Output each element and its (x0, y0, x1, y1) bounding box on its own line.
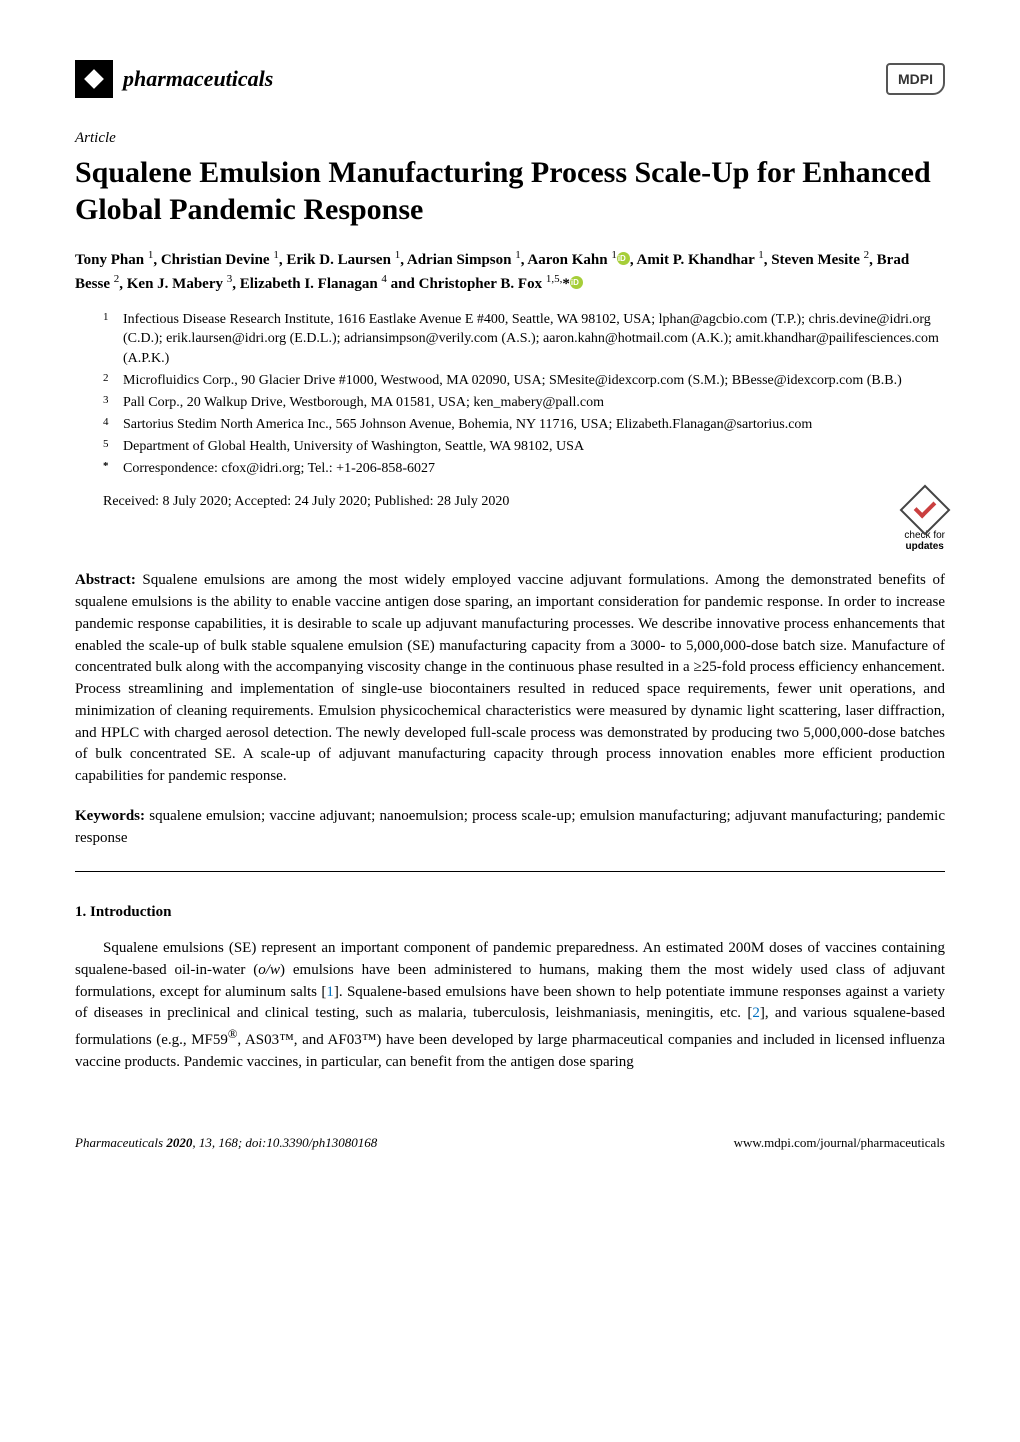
journal-name: pharmaceuticals (123, 63, 273, 95)
keywords-text: squalene emulsion; vaccine adjuvant; nan… (75, 808, 945, 846)
affiliation-row: 1Infectious Disease Research Institute, … (103, 310, 945, 369)
journal-logo: pharmaceuticals (75, 60, 273, 98)
journal-logo-icon (75, 60, 113, 98)
check-updates-icon (899, 485, 950, 536)
abstract-label: Abstract: (75, 572, 136, 588)
page-footer: Pharmaceuticals 2020, 13, 168; doi:10.33… (75, 1134, 945, 1153)
footer-left: Pharmaceuticals 2020, 13, 168; doi:10.33… (75, 1134, 377, 1153)
affiliation-row: 5Department of Global Health, University… (103, 437, 945, 457)
citation-2[interactable]: 2 (752, 1005, 760, 1021)
article-type: Article (75, 128, 945, 150)
abstract: Abstract: Squalene emulsions are among t… (75, 570, 945, 788)
header-row: pharmaceuticals MDPI (75, 60, 945, 98)
affiliation-row: *Correspondence: cfox@idri.org; Tel.: +1… (103, 459, 945, 479)
intro-paragraph: Squalene emulsions (SE) represent an imp… (75, 938, 945, 1074)
orcid-icon (617, 252, 630, 265)
keywords-label: Keywords: (75, 808, 145, 824)
keywords: Keywords: squalene emulsion; vaccine adj… (75, 806, 945, 850)
citation-1[interactable]: 1 (326, 984, 334, 1000)
authors-line: Tony Phan 1, Christian Devine 1, Erik D.… (75, 247, 945, 296)
dates-row: Received: 8 July 2020; Accepted: 24 July… (103, 492, 945, 552)
abstract-text: Squalene emulsions are among the most wi… (75, 572, 945, 784)
section-heading-intro: 1. Introduction (75, 902, 945, 924)
orcid-icon (570, 276, 583, 289)
affiliation-row: 4Sartorius Stedim North America Inc., 56… (103, 415, 945, 435)
check-updates-label2: updates (904, 541, 945, 552)
affiliation-row: 3Pall Corp., 20 Walkup Drive, Westboroug… (103, 393, 945, 413)
article-title: Squalene Emulsion Manufacturing Process … (75, 154, 945, 229)
footer-right[interactable]: www.mdpi.com/journal/pharmaceuticals (734, 1134, 945, 1153)
affiliations-block: 1Infectious Disease Research Institute, … (75, 310, 945, 479)
divider (75, 871, 945, 872)
publisher-logo: MDPI (886, 63, 945, 95)
check-updates-badge[interactable]: check for updates (904, 492, 945, 552)
received-dates: Received: 8 July 2020; Accepted: 24 July… (103, 492, 509, 512)
affiliation-row: 2Microfluidics Corp., 90 Glacier Drive #… (103, 371, 945, 391)
